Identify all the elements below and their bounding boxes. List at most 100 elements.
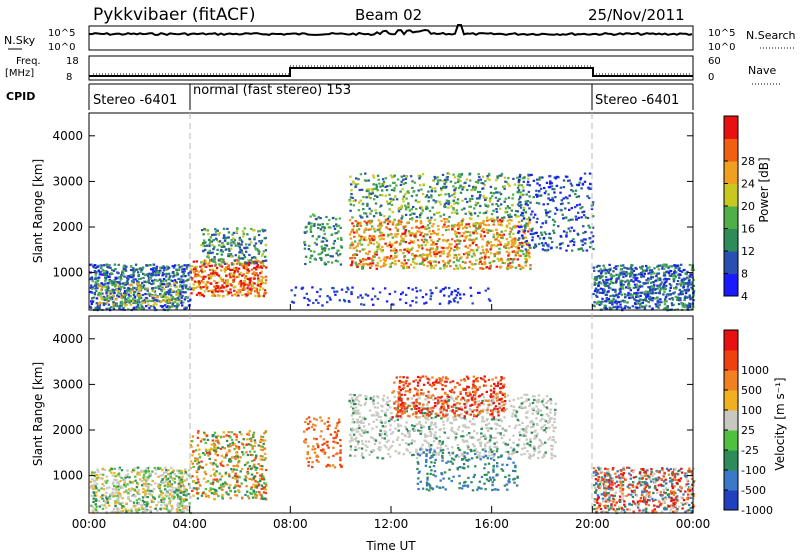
- range-gate-cell: [619, 281, 622, 284]
- range-gate-cell: [168, 299, 171, 302]
- range-gate-cell: [553, 191, 556, 194]
- range-gate-cell: [229, 484, 232, 487]
- range-gate-cell: [372, 176, 376, 179]
- range-gate-cell: [324, 247, 327, 250]
- range-gate-cell: [331, 286, 334, 290]
- range-gate-cell: [496, 251, 499, 254]
- range-gate-cell: [611, 299, 614, 303]
- range-gate-cell: [639, 304, 642, 307]
- range-gate-cell: [565, 231, 568, 234]
- range-gate-cell: [162, 500, 165, 503]
- range-gate-cell: [226, 236, 230, 239]
- nsearch-label: N.Search: [746, 29, 796, 42]
- range-gate-cell: [361, 203, 364, 206]
- range-gate-cell: [120, 300, 123, 303]
- range-gate-cell: [477, 190, 480, 194]
- range-gate-cell: [607, 270, 611, 273]
- range-gate-cell: [233, 293, 237, 296]
- range-gate-cell: [648, 266, 651, 269]
- range-gate-cell: [100, 282, 103, 285]
- range-gate-cell: [632, 286, 635, 289]
- range-gate-cell: [253, 267, 256, 270]
- range-gate-cell: [233, 433, 236, 436]
- range-gate-cell: [159, 301, 163, 304]
- range-gate-cell: [179, 280, 182, 283]
- range-gate-cell: [184, 468, 187, 471]
- range-gate-cell: [120, 469, 124, 472]
- range-gate-cell: [169, 509, 172, 513]
- range-gate-cell: [171, 471, 174, 474]
- range-gate-cell: [155, 286, 158, 290]
- range-gate-cell: [329, 298, 332, 301]
- range-gate-cell: [225, 285, 229, 288]
- range-gate-cell: [179, 502, 182, 505]
- range-gate-cell: [656, 277, 660, 280]
- range-gate-cell: [232, 237, 235, 240]
- range-gate-cell: [153, 298, 157, 301]
- range-gate-cell: [517, 215, 520, 218]
- range-gate-cell: [394, 251, 397, 255]
- range-gate-cell: [679, 297, 682, 300]
- range-gate-cell: [368, 234, 371, 238]
- range-gate-cell: [466, 253, 470, 256]
- range-gate-cell: [404, 293, 408, 296]
- range-gate-cell: [147, 273, 150, 276]
- range-gate-cell: [478, 176, 481, 179]
- range-gate-cell: [500, 220, 504, 223]
- range-gate-cell: [682, 286, 685, 289]
- range-gate-cell: [121, 497, 124, 500]
- range-gate-cell: [605, 296, 609, 300]
- range-gate-cell: [595, 265, 598, 268]
- range-gate-cell: [358, 235, 361, 238]
- range-gate-cell: [178, 300, 181, 303]
- range-gate-cell: [155, 272, 158, 275]
- range-gate-cell: [217, 281, 220, 284]
- range-gate-cell: [206, 255, 209, 258]
- range-gate-cell: [211, 487, 215, 491]
- range-gate-cell: [246, 277, 249, 280]
- range-gate-cell: [461, 218, 465, 221]
- range-gate-cell: [120, 277, 123, 281]
- range-gate-cell: [157, 467, 160, 470]
- range-gate-cell: [423, 257, 426, 261]
- range-gate-cell: [634, 286, 638, 289]
- range-gate-cell: [492, 233, 496, 236]
- range-gate-cell: [181, 287, 184, 290]
- range-gate-cell: [639, 284, 642, 287]
- range-gate-cell: [321, 304, 324, 307]
- range-gate-cell: [107, 266, 110, 269]
- range-gate-cell: [183, 264, 186, 267]
- range-gate-cell: [150, 283, 153, 286]
- range-gate-cell: [666, 293, 669, 296]
- range-gate-cell: [232, 464, 235, 468]
- range-gate-cell: [308, 260, 312, 264]
- range-gate-cell: [437, 261, 441, 264]
- range-gate-cell: [175, 475, 178, 478]
- range-gate-cell: [94, 266, 98, 269]
- range-gate-cell: [684, 292, 688, 295]
- range-gate-cell: [638, 273, 641, 276]
- range-gate-cell: [510, 219, 513, 222]
- range-gate-cell: [147, 264, 150, 267]
- range-gate-cell: [477, 246, 480, 249]
- range-gate-cell: [106, 271, 109, 274]
- range-gate-cell: [187, 505, 190, 508]
- range-gate-cell: [448, 245, 451, 248]
- range-gate-cell: [549, 198, 552, 202]
- range-gate-cell: [545, 249, 549, 252]
- range-gate-cell: [529, 201, 532, 204]
- range-gate-cell: [367, 179, 370, 182]
- range-gate-cell: [613, 266, 616, 270]
- range-gate-cell: [685, 276, 689, 279]
- range-gate-cell: [99, 295, 102, 298]
- range-gate-cell: [248, 277, 252, 280]
- range-gate-cell: [500, 230, 503, 233]
- range-gate-cell: [138, 295, 141, 298]
- range-gate-cell: [372, 187, 376, 190]
- range-gate-cell: [102, 484, 106, 487]
- range-gate-cell: [525, 251, 528, 254]
- range-gate-cell: [339, 236, 343, 240]
- range-gate-cell: [227, 231, 231, 234]
- range-gate-cell: [356, 183, 360, 186]
- range-gate-cell: [397, 221, 400, 225]
